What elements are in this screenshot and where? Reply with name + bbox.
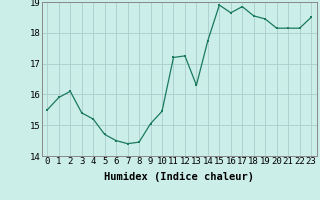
X-axis label: Humidex (Indice chaleur): Humidex (Indice chaleur) — [104, 172, 254, 182]
